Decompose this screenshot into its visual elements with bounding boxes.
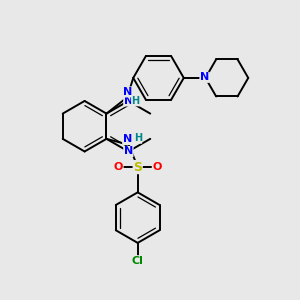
Text: H: H <box>134 133 142 143</box>
Text: N: N <box>123 134 132 144</box>
Text: Cl: Cl <box>132 256 144 266</box>
Text: N: N <box>124 146 133 157</box>
Text: N: N <box>124 96 133 106</box>
Text: O: O <box>114 162 123 172</box>
Text: N: N <box>200 72 209 82</box>
Text: N: N <box>123 87 132 97</box>
Text: H: H <box>132 96 140 106</box>
Text: O: O <box>152 162 162 172</box>
Text: S: S <box>133 160 142 174</box>
